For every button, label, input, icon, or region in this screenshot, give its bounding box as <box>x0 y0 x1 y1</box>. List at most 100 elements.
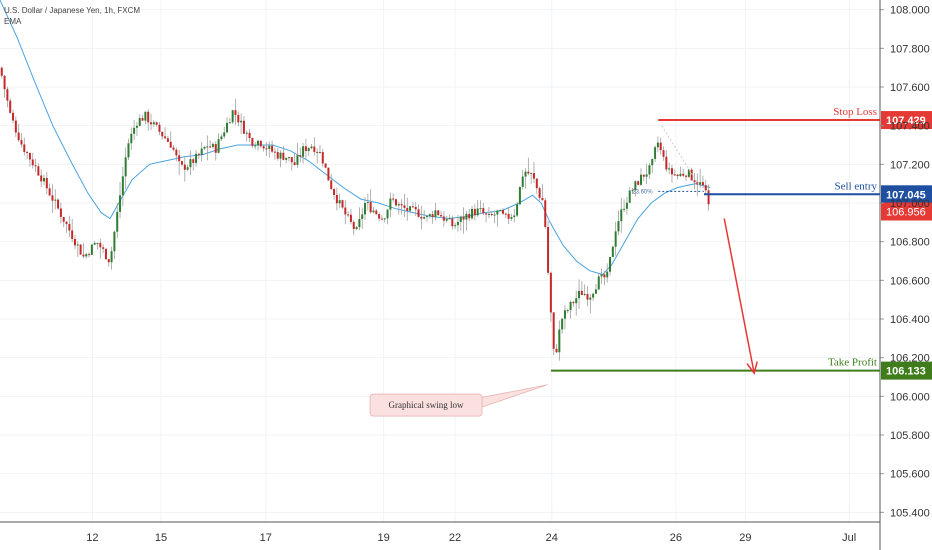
candle-down <box>172 147 175 150</box>
candle-up <box>383 218 386 220</box>
candle-down <box>344 207 347 215</box>
last-price-text: 106.956 <box>886 207 926 219</box>
candle-down <box>693 180 696 183</box>
candle-up <box>133 127 136 134</box>
candle-up <box>364 202 367 215</box>
candle-down <box>417 209 420 217</box>
candle-up <box>445 218 448 221</box>
candle-down <box>175 149 178 156</box>
candle-up <box>428 214 431 217</box>
x-tick-label: 26 <box>670 532 682 544</box>
candle-up <box>518 186 521 205</box>
candle-down <box>40 175 43 182</box>
candle-down <box>48 188 51 196</box>
candle-down <box>31 159 34 166</box>
candle-up <box>119 195 122 212</box>
candle-up <box>558 329 561 353</box>
candle-down <box>378 214 381 219</box>
candle-down <box>183 164 186 170</box>
candle-up <box>152 122 155 125</box>
candle-down <box>164 136 167 139</box>
candle-down <box>242 120 245 134</box>
candle-up <box>594 289 597 294</box>
candle-up <box>524 171 527 177</box>
ema-line <box>0 0 711 276</box>
ema-curve <box>0 0 711 276</box>
candle-down <box>549 272 552 313</box>
y-tick-label: 106.800 <box>890 237 930 249</box>
candle-up <box>496 210 499 215</box>
candle-down <box>28 152 31 160</box>
candle-down <box>411 206 414 208</box>
candle-up <box>459 216 462 222</box>
target-arrow-head <box>746 361 758 375</box>
candle-down <box>403 205 406 208</box>
sell_entry-price-text: 107.045 <box>886 189 926 201</box>
candle-down <box>26 151 29 153</box>
candle-down <box>468 213 471 219</box>
candle-down <box>321 152 324 164</box>
candle-up <box>318 152 321 154</box>
candle-down <box>490 214 493 216</box>
candle-down <box>51 195 54 201</box>
stop_loss-label: Stop Loss <box>833 106 877 118</box>
candle-down <box>45 177 48 189</box>
candle-down <box>209 146 212 148</box>
candle-up <box>639 174 642 185</box>
candle-up <box>54 199 57 201</box>
candle-down <box>37 166 40 176</box>
candle-up <box>699 182 702 185</box>
candle-down <box>327 167 330 181</box>
candle-down <box>214 143 217 153</box>
take_profit-price-text: 106.133 <box>886 366 926 378</box>
y-tick-label: 105.800 <box>890 430 930 442</box>
candle-down <box>71 230 74 239</box>
candle-up <box>566 310 569 312</box>
candle-down <box>504 213 507 215</box>
candle-down <box>158 124 161 132</box>
candle-up <box>654 147 657 159</box>
candle-down <box>3 75 6 90</box>
price-axis[interactable]: 108.000 107.800 107.600 107.400 107.200 107.0… <box>879 0 930 550</box>
candle-down <box>57 199 60 209</box>
candle-down <box>673 174 676 176</box>
candle-up <box>487 214 490 216</box>
candle-down <box>271 145 274 152</box>
take_profit-price-box <box>881 361 932 380</box>
candle-down <box>62 217 65 222</box>
candle-down <box>544 200 547 228</box>
candle-down <box>147 111 150 123</box>
candle-up <box>240 120 243 123</box>
candle-down <box>555 348 558 353</box>
candle-up <box>96 242 99 244</box>
candle-up <box>189 159 192 168</box>
candle-up <box>471 208 474 219</box>
candle-down <box>690 169 693 181</box>
last-price-box <box>881 202 932 221</box>
candle-up <box>386 209 389 219</box>
candle-up <box>606 271 609 278</box>
candle-up <box>257 140 260 146</box>
candle-up <box>121 176 124 196</box>
candle-down <box>299 155 302 157</box>
candle-down <box>696 182 699 185</box>
candle-down <box>290 157 293 163</box>
time-axis[interactable]: 12 15 17 19 22 24 26 29 Jul <box>0 521 880 544</box>
candle-down <box>507 213 510 219</box>
candle-up <box>620 209 623 222</box>
candle-down <box>82 254 85 257</box>
candle-down <box>580 290 583 295</box>
y-tick-label: 105.600 <box>890 469 930 481</box>
candle-up <box>600 274 603 277</box>
candle-up <box>623 208 626 210</box>
y-tick-label: 105.400 <box>890 507 930 519</box>
candle-down <box>502 210 505 214</box>
candle-down <box>482 208 485 214</box>
candle-down <box>538 188 541 198</box>
x-tick-label: Jul <box>842 532 856 544</box>
candle-down <box>178 155 181 162</box>
candle-down <box>440 215 443 217</box>
candle-down <box>380 218 383 220</box>
y-tick-label: 107.600 <box>890 82 930 94</box>
